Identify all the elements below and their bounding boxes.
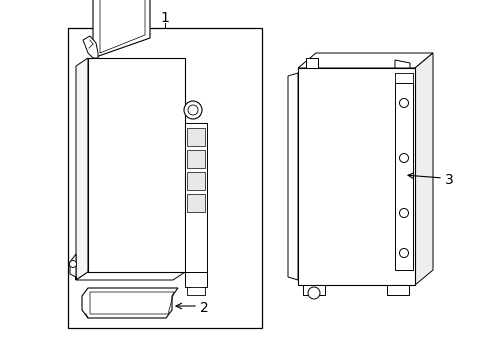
Bar — [394, 83, 412, 270]
Polygon shape — [414, 53, 432, 285]
Polygon shape — [287, 73, 297, 280]
Polygon shape — [76, 272, 184, 280]
Bar — [68, 28, 262, 328]
Polygon shape — [82, 288, 178, 318]
Bar — [186, 287, 204, 295]
Text: 3: 3 — [444, 173, 453, 187]
Polygon shape — [184, 272, 206, 292]
Bar — [303, 285, 325, 295]
Circle shape — [399, 248, 407, 257]
Circle shape — [399, 208, 407, 217]
Bar — [186, 128, 204, 146]
Bar — [386, 285, 408, 295]
Bar — [186, 194, 204, 212]
Polygon shape — [305, 58, 317, 68]
Polygon shape — [83, 36, 98, 58]
Circle shape — [307, 287, 319, 299]
Polygon shape — [394, 60, 409, 68]
Bar — [184, 123, 206, 272]
Bar — [186, 172, 204, 190]
Circle shape — [399, 153, 407, 162]
Text: 1: 1 — [160, 11, 169, 25]
Circle shape — [187, 105, 198, 115]
Polygon shape — [93, 0, 150, 58]
Polygon shape — [70, 254, 76, 280]
Bar — [297, 68, 414, 285]
Text: 2: 2 — [200, 301, 208, 315]
Circle shape — [183, 101, 202, 119]
Circle shape — [69, 261, 76, 267]
Polygon shape — [76, 58, 88, 280]
Bar — [88, 58, 184, 272]
Bar — [186, 150, 204, 168]
Circle shape — [399, 99, 407, 108]
Polygon shape — [297, 53, 432, 68]
